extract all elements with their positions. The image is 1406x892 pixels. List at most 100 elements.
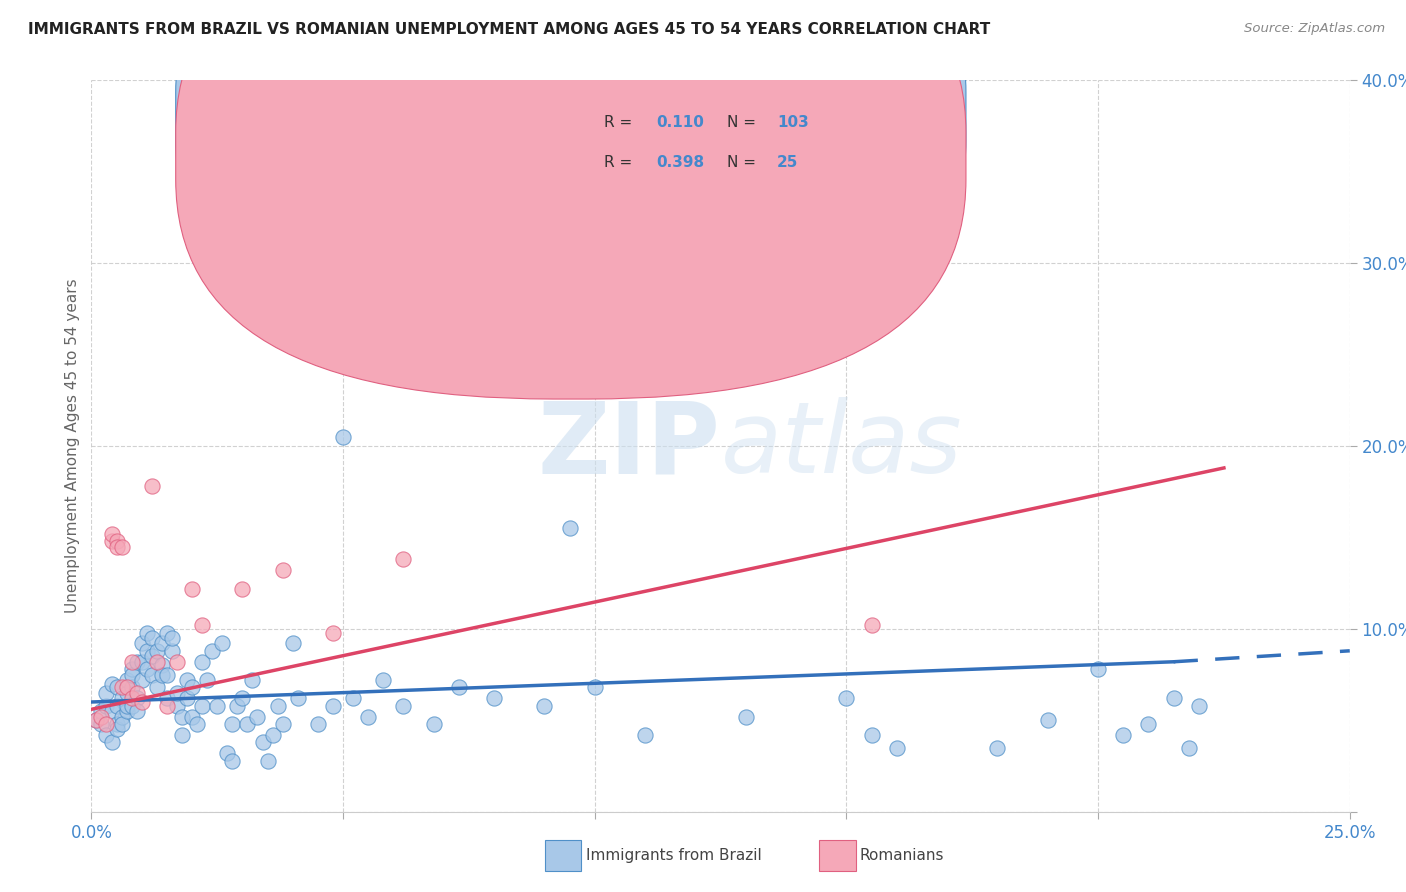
Point — [96, 686, 118, 700]
Point — [236, 717, 259, 731]
Point — [242, 673, 264, 687]
Point — [252, 735, 274, 749]
Point — [181, 582, 204, 596]
Point — [141, 631, 163, 645]
Point — [105, 717, 128, 731]
Point — [100, 534, 122, 549]
Point — [231, 691, 253, 706]
Point — [221, 717, 243, 731]
Point — [121, 691, 143, 706]
Point — [115, 704, 138, 718]
Point — [533, 698, 555, 713]
Point — [135, 662, 157, 676]
Point — [141, 667, 163, 681]
Point — [100, 526, 122, 541]
Point — [221, 754, 243, 768]
Point — [125, 691, 148, 706]
Point — [110, 691, 132, 706]
Point — [110, 540, 132, 554]
Point — [96, 698, 118, 713]
Text: 25: 25 — [778, 155, 799, 170]
Point — [332, 430, 354, 444]
Point — [86, 714, 108, 728]
Text: atlas: atlas — [720, 398, 962, 494]
Point — [205, 698, 228, 713]
Point — [181, 681, 204, 695]
Point — [166, 686, 188, 700]
Point — [191, 618, 214, 632]
Point — [156, 691, 179, 706]
Point — [634, 728, 657, 742]
Point — [262, 728, 284, 742]
Point — [90, 717, 112, 731]
Point — [110, 681, 132, 695]
Point — [141, 649, 163, 664]
Point — [835, 691, 858, 706]
Point — [195, 673, 218, 687]
Point — [886, 740, 908, 755]
Text: IMMIGRANTS FROM BRAZIL VS ROMANIAN UNEMPLOYMENT AMONG AGES 45 TO 54 YEARS CORREL: IMMIGRANTS FROM BRAZIL VS ROMANIAN UNEMP… — [28, 22, 990, 37]
Point — [1188, 698, 1211, 713]
Point — [211, 636, 233, 650]
Point — [191, 698, 214, 713]
Point — [146, 681, 169, 695]
Point — [156, 625, 179, 640]
Text: R =: R = — [603, 155, 637, 170]
Text: Romanians: Romanians — [859, 848, 945, 863]
Point — [115, 681, 138, 695]
Point — [176, 691, 198, 706]
Point — [150, 658, 173, 673]
Point — [125, 655, 148, 669]
Point — [1112, 728, 1135, 742]
Point — [156, 698, 179, 713]
Point — [1163, 691, 1185, 706]
Point — [297, 284, 319, 298]
Point — [86, 714, 108, 728]
Point — [150, 636, 173, 650]
Point — [986, 740, 1008, 755]
Point — [146, 655, 169, 669]
Point — [121, 662, 143, 676]
Point — [342, 691, 364, 706]
Point — [160, 644, 183, 658]
Point — [90, 709, 112, 723]
Point — [105, 723, 128, 737]
Text: 0.398: 0.398 — [657, 155, 704, 170]
Point — [115, 698, 138, 713]
Point — [231, 582, 253, 596]
Point — [115, 686, 138, 700]
Point — [583, 681, 606, 695]
Point — [160, 631, 183, 645]
Point — [256, 754, 278, 768]
Point — [271, 563, 294, 577]
Point — [322, 625, 344, 640]
Point — [191, 655, 214, 669]
Text: N =: N = — [727, 115, 761, 130]
Point — [1036, 714, 1059, 728]
Point — [357, 709, 380, 723]
Point — [125, 686, 148, 700]
Point — [266, 698, 288, 713]
Point — [105, 540, 128, 554]
Point — [307, 717, 329, 731]
Point — [170, 728, 193, 742]
Point — [217, 746, 239, 760]
Point — [131, 673, 153, 687]
Text: 0.110: 0.110 — [657, 115, 704, 130]
Point — [482, 691, 505, 706]
Point — [96, 728, 118, 742]
Point — [287, 691, 309, 706]
Point — [135, 625, 157, 640]
Point — [176, 673, 198, 687]
Point — [156, 667, 179, 681]
Point — [131, 695, 153, 709]
Point — [392, 552, 415, 566]
Point — [170, 709, 193, 723]
Point — [131, 636, 153, 650]
Point — [100, 735, 122, 749]
Point — [141, 479, 163, 493]
Point — [1087, 662, 1109, 676]
Point — [1177, 740, 1199, 755]
Point — [121, 655, 143, 669]
Point — [734, 709, 756, 723]
